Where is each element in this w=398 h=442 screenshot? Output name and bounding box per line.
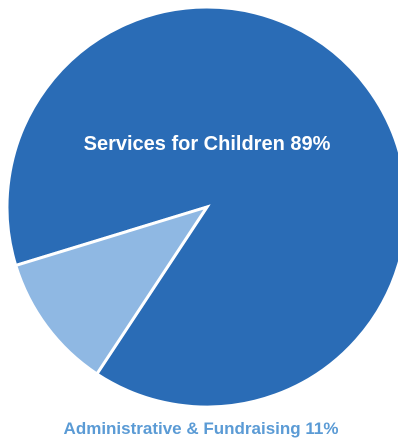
slice-administrative-fundraising — [13, 204, 211, 377]
label-services-for-children: Services for Children 89% — [84, 133, 331, 155]
label-administrative-fundraising: Administrative & Fundraising 11% — [64, 419, 339, 438]
pie-slices — [5, 5, 398, 409]
pie-labels: Services for Children 89% Administrative … — [64, 133, 339, 438]
